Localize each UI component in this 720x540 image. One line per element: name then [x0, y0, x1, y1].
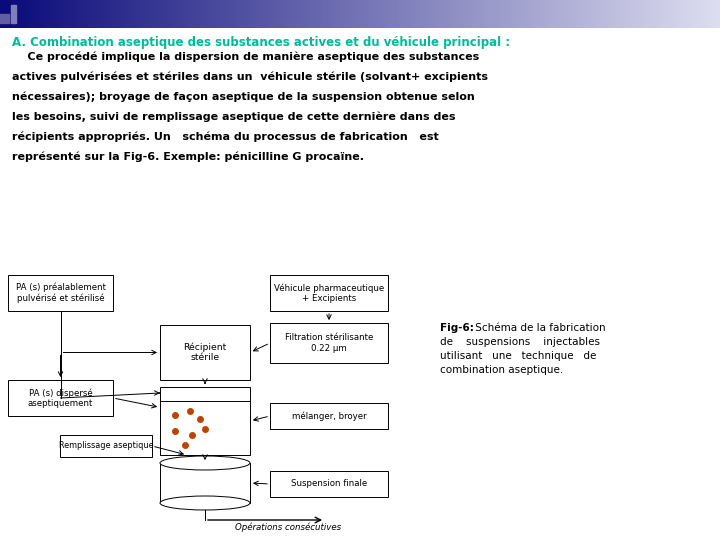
- Text: Récipient
stérile: Récipient stérile: [184, 342, 227, 362]
- Bar: [8, 275, 113, 311]
- Text: Filtration stérilisante
0.22 µm: Filtration stérilisante 0.22 µm: [285, 333, 373, 353]
- Bar: [160, 463, 250, 503]
- Text: Opérations consécutives: Opérations consécutives: [235, 523, 341, 532]
- Bar: [0, 14, 9, 23]
- Text: utilisant   une   technique   de: utilisant une technique de: [440, 351, 596, 361]
- Text: les besoins, suivi de remplissage aseptique de cette dernière dans des: les besoins, suivi de remplissage asepti…: [12, 112, 456, 123]
- Text: Véhicule pharmaceutique
+ Excipients: Véhicule pharmaceutique + Excipients: [274, 283, 384, 303]
- Text: représenté sur la Fig-6. Exemple: pénicilline G procaïne.: représenté sur la Fig-6. Exemple: pénici…: [12, 152, 364, 163]
- Text: Schéma de la fabrication: Schéma de la fabrication: [472, 323, 606, 333]
- Bar: [270, 403, 388, 429]
- Text: Remplissage aseptique: Remplissage aseptique: [59, 442, 153, 450]
- Bar: [160, 325, 250, 380]
- Text: PA (s) préalablement
pulvérisé et stérilisé: PA (s) préalablement pulvérisé et stéril…: [16, 283, 106, 303]
- Bar: [60, 435, 152, 457]
- Bar: [270, 323, 388, 363]
- Bar: [11, 5, 16, 23]
- Text: mélanger, broyer: mélanger, broyer: [292, 411, 366, 421]
- Text: combination aseptique.: combination aseptique.: [440, 365, 563, 375]
- Text: Fig-6:: Fig-6:: [440, 323, 474, 333]
- Bar: [270, 471, 388, 497]
- Bar: [8, 380, 113, 416]
- Text: récipients appropriés. Un   schéma du processus de fabrication   est: récipients appropriés. Un schéma du proc…: [12, 132, 438, 143]
- Text: actives pulvérisées et stériles dans un  véhicule stérile (solvant+ excipients: actives pulvérisées et stériles dans un …: [12, 72, 488, 83]
- Bar: [270, 275, 388, 311]
- Text: A. Combination aseptique des substances actives et du véhicule principal :: A. Combination aseptique des substances …: [12, 36, 510, 49]
- Text: de    suspensions    injectables: de suspensions injectables: [440, 337, 600, 347]
- Ellipse shape: [160, 496, 250, 510]
- Bar: [0, 2, 9, 11]
- Text: Ce procédé implique la dispersion de manière aseptique des substances: Ce procédé implique la dispersion de man…: [12, 52, 480, 63]
- Text: nécessaires); broyage de façon aseptique de la suspension obtenue selon: nécessaires); broyage de façon aseptique…: [12, 92, 474, 103]
- Text: PA (s) dispersé
aseptiquement: PA (s) dispersé aseptiquement: [28, 388, 93, 408]
- Text: Suspension finale: Suspension finale: [291, 480, 367, 489]
- Ellipse shape: [160, 456, 250, 470]
- Bar: [160, 387, 250, 455]
